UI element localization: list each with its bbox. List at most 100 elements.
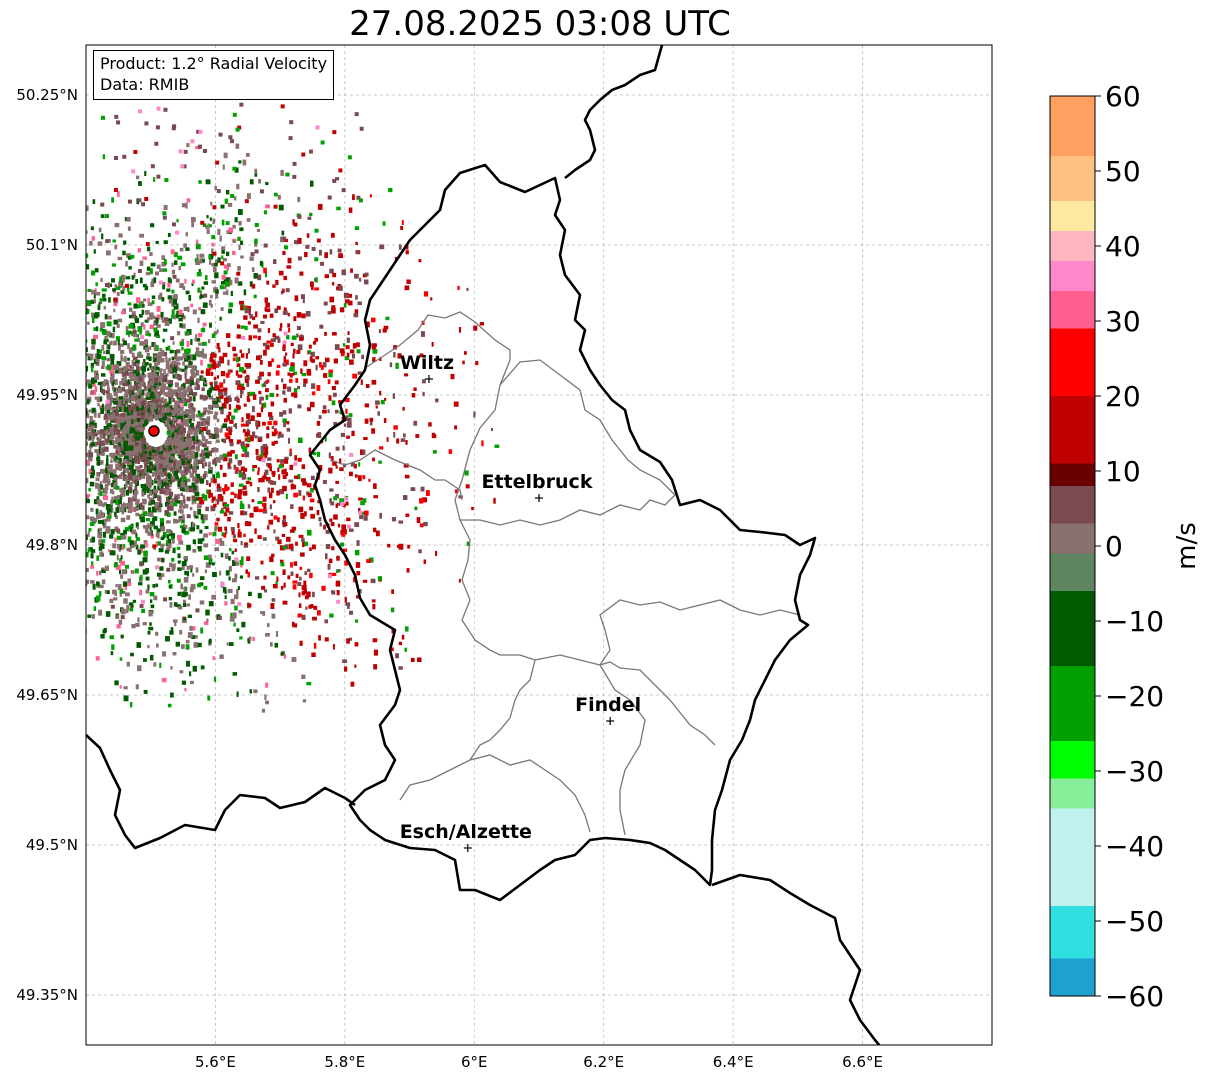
- echo-bin: [235, 454, 238, 460]
- echo-bin: [80, 430, 84, 435]
- echo-bin: [172, 367, 178, 373]
- echo-bin: [170, 666, 173, 670]
- echo-bin: [284, 238, 288, 242]
- echo-bin: [176, 604, 182, 608]
- echo-bin: [262, 509, 268, 514]
- echo-bin: [98, 539, 103, 546]
- echo-bin: [115, 449, 119, 455]
- echo-bin: [152, 471, 157, 476]
- echo-bin: [6, 506, 9, 512]
- echo-bin: [188, 444, 191, 448]
- echo-bin: [86, 477, 89, 484]
- echo-bin: [64, 408, 68, 413]
- echo-bin: [211, 594, 216, 600]
- echo-bin: [257, 535, 262, 539]
- echo-bin: [109, 353, 115, 360]
- echo-bin: [115, 564, 121, 570]
- echo-bin: [117, 345, 121, 351]
- echo-bin: [352, 343, 357, 349]
- echo-bin: [217, 228, 221, 235]
- echo-bin: [205, 609, 210, 616]
- echo-bin: [215, 439, 220, 443]
- echo-bin: [346, 435, 350, 439]
- echo-bin: [61, 454, 64, 458]
- echo-bin: [189, 472, 194, 478]
- echo-bin: [124, 468, 129, 473]
- echo-bin: [63, 459, 67, 464]
- echo-bin: [158, 547, 164, 553]
- echo-bin: [73, 574, 76, 577]
- echo-bin: [220, 370, 226, 377]
- echo-bin: [46, 523, 48, 526]
- echo-bin: [63, 311, 68, 315]
- echo-bin: [232, 224, 236, 229]
- echo-bin: [189, 506, 193, 511]
- echo-bin: [282, 288, 285, 294]
- echo-bin: [212, 218, 216, 224]
- echo-bin: [88, 487, 91, 492]
- echo-bin: [192, 279, 195, 284]
- echo-bin: [93, 249, 96, 254]
- echo-bin: [372, 348, 378, 354]
- echo-bin: [164, 442, 170, 446]
- echo-bin: [243, 533, 246, 538]
- echo-bin: [180, 509, 184, 514]
- echo-bin: [283, 275, 288, 281]
- echo-bin: [129, 365, 132, 369]
- echo-bin: [173, 251, 178, 258]
- echo-bin: [102, 522, 107, 529]
- echo-bin: [72, 675, 76, 681]
- echo-bin: [77, 381, 81, 385]
- echo-bin: [147, 302, 153, 306]
- echo-bin: [69, 446, 73, 450]
- echo-bin: [221, 281, 226, 285]
- echo-bin: [99, 405, 104, 410]
- echo-bin: [91, 236, 95, 241]
- echo-bin: [127, 578, 131, 583]
- echo-bin: [26, 466, 30, 469]
- echo-bin: [294, 455, 297, 461]
- echo-bin: [246, 382, 250, 387]
- echo-bin: [113, 414, 119, 421]
- echo-bin: [146, 465, 152, 469]
- echo-bin: [179, 323, 183, 328]
- echo-bin: [50, 364, 54, 367]
- echo-bin: [277, 434, 280, 439]
- echo-bin: [101, 569, 107, 573]
- echo-bin: [177, 560, 181, 564]
- echo-bin: [74, 414, 77, 420]
- echo-bin: [210, 295, 213, 299]
- echo-bin: [338, 400, 343, 404]
- echo-bin: [163, 368, 166, 374]
- echo-bin: [122, 477, 126, 481]
- echo-bin: [75, 558, 78, 562]
- echo-bin: [181, 565, 185, 570]
- echo-bin: [175, 313, 179, 319]
- echo-bin: [186, 478, 191, 483]
- echo-bin: [154, 389, 158, 394]
- echo-bin: [420, 331, 425, 337]
- echo-bin: [245, 569, 249, 574]
- echo-bin: [223, 278, 227, 282]
- echo-bin: [153, 357, 157, 363]
- echo-bin: [128, 502, 134, 506]
- echo-bin: [192, 436, 196, 441]
- echo-bin: [372, 603, 376, 610]
- echo-bin: [179, 499, 184, 506]
- echo-bin: [190, 216, 196, 223]
- echo-bin: [70, 468, 73, 473]
- echo-bin: [213, 400, 219, 405]
- echo-bin: [258, 457, 262, 462]
- echo-bin: [222, 258, 227, 262]
- echo-bin: [178, 439, 184, 445]
- echo-bin: [57, 356, 62, 362]
- echo-bin: [111, 365, 114, 371]
- echo-bin: [138, 439, 142, 444]
- echo-bin: [163, 481, 167, 487]
- echo-bin: [231, 550, 235, 555]
- echo-bin: [182, 399, 186, 404]
- echo-bin: [173, 511, 177, 516]
- echo-bin: [24, 406, 27, 411]
- echo-bin: [117, 417, 120, 423]
- echo-bin: [171, 356, 175, 361]
